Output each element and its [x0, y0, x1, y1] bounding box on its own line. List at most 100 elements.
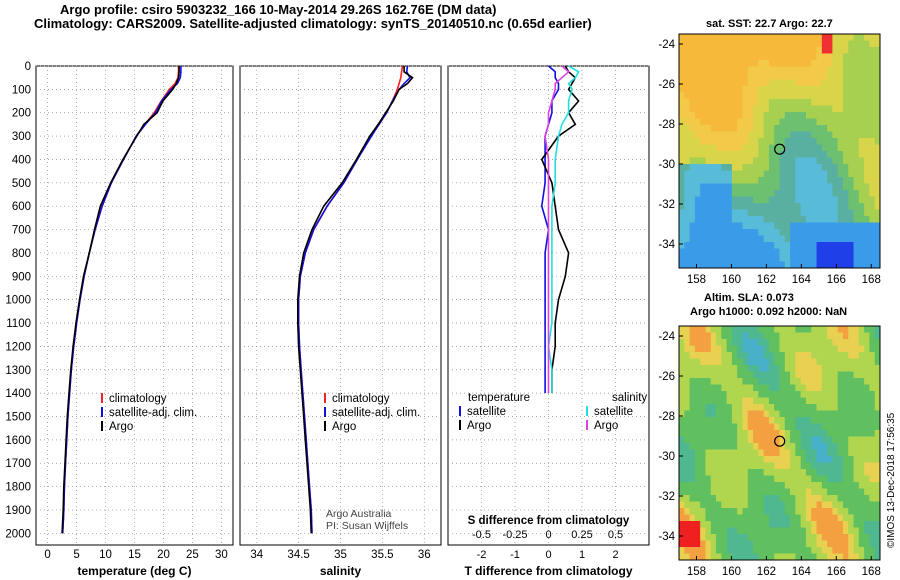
heatmap-cell — [864, 508, 870, 515]
heatmap-cell — [689, 86, 696, 93]
heatmap-cell — [737, 417, 743, 424]
heatmap-cell — [821, 345, 828, 353]
heatmap-cell — [694, 73, 701, 80]
heatmap-cell — [858, 125, 865, 132]
heatmap-cell — [689, 443, 696, 450]
heatmap-cell — [753, 248, 759, 256]
heatmap-cell — [864, 534, 870, 541]
heatmap-cell — [790, 177, 796, 184]
heatmap-cell — [827, 209, 833, 217]
heatmap-cell — [827, 34, 833, 41]
y-tick-label: 500 — [12, 178, 31, 190]
heatmap-cell — [731, 157, 738, 165]
heatmap-cell — [800, 235, 807, 243]
heatmap-cell — [716, 527, 722, 535]
heatmap-cell — [848, 547, 854, 554]
heatmap-cell — [774, 371, 780, 379]
heatmap-cell — [858, 534, 865, 541]
heatmap-cell — [747, 488, 754, 496]
heatmap-cell — [768, 326, 775, 333]
heatmap-cell — [853, 34, 860, 41]
heatmap-cell — [742, 449, 749, 457]
heatmap-cell — [869, 79, 876, 87]
heatmap-cell — [805, 138, 812, 145]
heatmap-cell — [858, 118, 865, 126]
heatmap-cell — [858, 423, 865, 431]
heatmap-cell — [742, 164, 749, 171]
heatmap-cell — [805, 534, 812, 541]
heatmap-cell — [747, 384, 754, 392]
heatmap-cell — [811, 547, 817, 554]
heatmap-cell — [705, 371, 712, 379]
heatmap-cell — [721, 462, 728, 470]
heatmap-cell — [774, 92, 780, 100]
heatmap-cell — [816, 255, 823, 262]
heatmap-cell — [768, 203, 775, 210]
heatmap-cell — [737, 430, 743, 437]
heatmap-cell — [679, 384, 685, 392]
heatmap-cell — [853, 99, 860, 106]
sst-map-frame — [678, 33, 881, 269]
heatmap-cell — [716, 352, 722, 359]
heatmap-cell — [679, 339, 685, 346]
heatmap-cell — [832, 60, 839, 67]
heatmap-cell — [737, 144, 743, 152]
heatmap-cell — [795, 177, 802, 184]
heatmap-cell — [869, 151, 876, 158]
heatmap-cell — [737, 255, 743, 262]
heatmap-cell — [726, 469, 733, 476]
heatmap-cell — [758, 164, 765, 171]
heatmap-cell — [742, 112, 749, 119]
heatmap-cell — [842, 547, 849, 554]
heatmap-cell — [742, 209, 749, 217]
heatmap-cell — [726, 60, 733, 67]
heatmap-cell — [684, 345, 690, 353]
heatmap-cell — [694, 547, 701, 554]
heatmap-cell — [694, 86, 701, 93]
heatmap-cell — [853, 131, 860, 139]
heatmap-cell — [747, 332, 754, 340]
heatmap-cell — [763, 235, 770, 243]
heatmap-cell — [731, 475, 738, 483]
heatmap-cell — [689, 170, 696, 178]
heatmap-cell — [869, 235, 876, 243]
heatmap-cell — [816, 430, 823, 437]
heatmap-cell — [753, 326, 759, 333]
heatmap-cell — [842, 534, 849, 541]
heatmap-cell — [694, 495, 701, 502]
heatmap-cell — [790, 423, 796, 431]
heatmap-cell — [853, 404, 860, 411]
heatmap-cell — [700, 66, 706, 74]
heatmap-cell — [731, 47, 738, 54]
heatmap-cell — [858, 242, 865, 249]
heatmap-cell — [774, 131, 780, 139]
heatmap-cell — [853, 527, 860, 535]
heatmap-cell — [858, 255, 865, 262]
heatmap-cell — [800, 79, 807, 87]
heatmap-cell — [795, 449, 802, 457]
sla-map-header-line2: Argo h1000: 0.092 h2000: NaN — [690, 306, 848, 318]
heatmap-cell — [837, 365, 844, 372]
heatmap-cell — [816, 449, 823, 457]
heatmap-cell — [721, 60, 728, 67]
heatmap-cell — [837, 229, 844, 236]
heatmap-cell — [705, 521, 712, 528]
heatmap-cell — [827, 151, 833, 158]
heatmap-cell — [731, 449, 738, 457]
heatmap-cell — [710, 216, 717, 223]
heatmap-cell — [800, 501, 807, 509]
heatmap-cell — [705, 345, 712, 353]
heatmap-cell — [694, 423, 701, 431]
heatmap-cell — [800, 326, 807, 333]
heatmap-cell — [753, 151, 759, 158]
heatmap-cell — [716, 261, 722, 269]
heatmap-cell — [758, 547, 765, 554]
heatmap-cell — [864, 358, 870, 366]
heatmap-cell — [848, 144, 854, 152]
heatmap-cell — [694, 391, 701, 398]
heatmap-cell — [874, 410, 881, 418]
heatmap-cell — [869, 92, 876, 100]
heatmap-cell — [842, 40, 849, 48]
heatmap-cell — [753, 177, 759, 184]
legend-label: climatology — [332, 393, 390, 405]
